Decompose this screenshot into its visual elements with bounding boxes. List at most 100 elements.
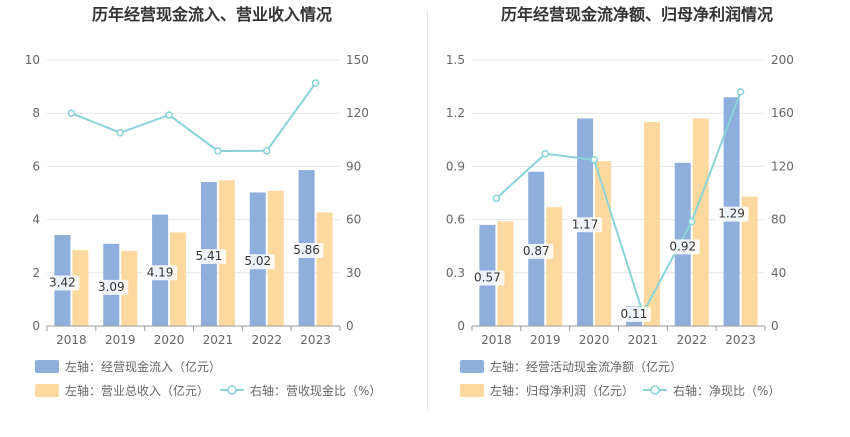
data-label: 5.41	[196, 249, 223, 263]
line-point	[165, 111, 173, 119]
data-label-bg	[191, 249, 226, 265]
chart-title: 历年经营现金流净额、归母净利润情况	[501, 5, 773, 24]
legend-label: 左轴：营业总收入（亿元）	[65, 383, 209, 398]
y-right-tick-label: 200	[771, 53, 794, 67]
data-label: 3.09	[98, 280, 125, 294]
data-label: 1.17	[572, 217, 599, 231]
y-left-tick-label: 1.5	[446, 53, 465, 67]
line-point	[590, 156, 598, 164]
y-right-tick-label: 90	[346, 159, 361, 173]
y-right-tick-label: 0	[346, 319, 354, 333]
chart-net-cash-profit: 历年经营现金流净额、归母净利润情况 0 0 0.3 40 0.6 80 0.9 120 1.2 16…	[446, 5, 794, 398]
data-label-bg	[289, 243, 324, 259]
legend-swatch-bar-primary	[35, 360, 59, 373]
panel-divider	[427, 10, 428, 410]
data-label: 5.86	[293, 243, 320, 257]
y-right-tick-label: 160	[771, 106, 794, 120]
x-tick-label: 2022	[676, 333, 707, 347]
y-right-tick-label: 150	[346, 53, 369, 67]
y-left-tick-label: 0	[457, 319, 465, 333]
x-tick-label: 2021	[628, 333, 659, 347]
line-point	[67, 109, 76, 117]
bar-secondary	[497, 221, 514, 326]
x-tick-label: 2018	[56, 333, 87, 347]
data-label: 1.29	[718, 207, 745, 221]
data-label-bg	[143, 265, 178, 281]
x-tick-label: 2021	[203, 333, 234, 347]
legend-label: 左轴：经营现金流入（亿元）	[65, 359, 221, 374]
bar-secondary	[546, 207, 563, 326]
line-point	[736, 88, 745, 96]
y-left-tick-label: 10	[25, 53, 40, 67]
data-label-bg	[470, 270, 505, 286]
legend-swatch-bar-primary	[460, 360, 484, 373]
y-left-tick-label: 1.2	[446, 106, 465, 120]
line-point	[688, 217, 696, 226]
x-tick-label: 2020	[579, 333, 610, 347]
y-right-tick-label: 60	[346, 213, 361, 227]
data-label-bg	[519, 243, 554, 259]
data-label-bg	[240, 254, 275, 270]
data-label: 0.87	[523, 244, 550, 258]
y-left-tick-label: 8	[32, 106, 40, 120]
y-right-tick-label: 40	[771, 266, 786, 280]
bar-secondary	[741, 196, 758, 326]
bar-secondary	[316, 212, 333, 326]
line-point	[116, 128, 124, 137]
y-left-tick-label: 2	[32, 266, 40, 280]
x-tick-label: 2022	[251, 333, 282, 347]
data-label-bg	[94, 279, 129, 295]
legend-swatch-bar-secondary	[460, 384, 484, 397]
data-label: 4.19	[147, 265, 174, 279]
data-label: 5.02	[244, 254, 271, 268]
y-left-tick-label: 4	[32, 213, 40, 227]
line-point	[263, 147, 271, 155]
x-tick-label: 2019	[530, 333, 561, 347]
bar-secondary	[692, 118, 709, 327]
chart-title: 历年经营现金流入、营业收入情况	[92, 5, 332, 24]
y-left-tick-label: 0.3	[446, 266, 465, 280]
data-label-bg	[568, 217, 603, 233]
legend-swatch-line-marker	[227, 385, 237, 395]
y-left-tick-label: 0.6	[446, 213, 465, 227]
y-right-tick-label: 0	[771, 319, 779, 333]
x-tick-label: 2020	[154, 333, 185, 347]
x-tick-label: 2018	[481, 333, 512, 347]
y-left-tick-label: 6	[32, 159, 40, 173]
y-right-tick-label: 30	[346, 266, 361, 280]
line-series	[495, 91, 742, 316]
chart-panel-cash-inflow-revenue: 历年经营现金流入、营业收入情况 0 0 2 30 4 60 6 90 8 120 10 150 2018 2…	[25, 5, 382, 398]
data-label-bg	[45, 275, 80, 291]
y-left-tick-label: 0	[32, 319, 40, 333]
chart-cash-inflow-revenue: 历年经营现金流入、营业收入情况 0 0 2 30 4 60 6 90 8 120 10 150 2018 2…	[25, 5, 382, 398]
y-right-tick-label: 80	[771, 213, 786, 227]
x-tick-label: 2023	[725, 333, 756, 347]
legend-label: 右轴：营收现金比（%）	[250, 383, 381, 398]
legend-swatch-line-marker	[650, 385, 660, 395]
data-label: 0.11	[621, 307, 648, 321]
bar-secondary	[643, 122, 660, 326]
y-right-tick-label: 120	[771, 159, 794, 173]
bar-secondary	[267, 190, 284, 326]
data-label: 0.92	[669, 239, 696, 253]
line-point	[541, 150, 549, 158]
bar-secondary	[170, 232, 187, 326]
line-point	[492, 194, 501, 203]
data-label: 3.42	[49, 276, 76, 290]
legend-swatch-bar-secondary	[35, 384, 59, 397]
bar-secondary	[218, 180, 235, 326]
data-label-bg	[714, 206, 749, 222]
data-label-bg	[616, 307, 651, 322]
line-point	[214, 147, 222, 155]
x-tick-label: 2023	[300, 333, 331, 347]
x-tick-label: 2019	[105, 333, 136, 347]
data-label-bg	[665, 239, 700, 255]
data-label: 0.57	[474, 270, 501, 284]
bar-secondary	[121, 250, 138, 326]
legend-label: 右轴：净现比（%）	[673, 383, 780, 398]
bar-secondary	[72, 250, 89, 326]
line-point	[311, 79, 320, 87]
chart-panel-net-cash-profit: 历年经营现金流净额、归母净利润情况 0 0 0.3 40 0.6 80 0.9 120 1.2 16…	[425, 0, 850, 437]
y-right-tick-label: 120	[346, 106, 369, 120]
